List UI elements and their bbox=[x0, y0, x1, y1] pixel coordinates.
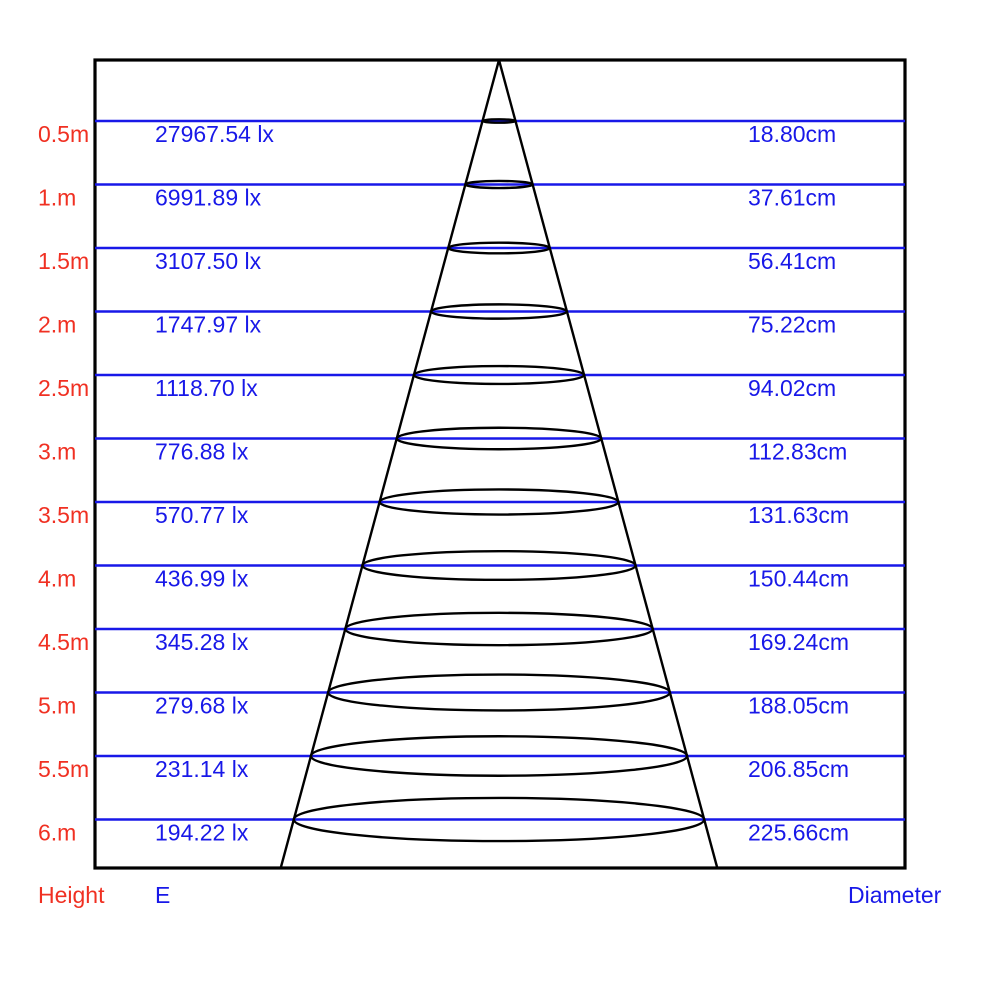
axis-caption-illuminance: E bbox=[155, 882, 170, 908]
illuminance-label: 570.77 lx bbox=[155, 502, 249, 528]
illuminance-label: 3107.50 lx bbox=[155, 248, 262, 274]
diameter-labels-column: 18.80cm 37.61cm 56.41cm 75.22cm 94.02cm 112.8… bbox=[748, 121, 849, 846]
beam-ellipse bbox=[309, 735, 689, 777]
height-label: 2.5m bbox=[38, 375, 89, 401]
cone-edge-left bbox=[279, 59, 501, 869]
axis-caption-diameter: Diameter bbox=[848, 882, 942, 908]
illuminance-label: 6991.89 lx bbox=[155, 185, 262, 211]
illuminance-label: 776.88 lx bbox=[155, 439, 249, 465]
illuminance-label: 279.68 lx bbox=[155, 693, 249, 719]
beam-ellipse bbox=[326, 673, 672, 712]
diameter-label: 112.83cm bbox=[748, 439, 847, 465]
height-label: 1.m bbox=[38, 185, 76, 211]
height-label: 3.m bbox=[38, 439, 76, 465]
height-labels-column: 0.5m 1.m 1.5m 2.m 2.5m 3.m 3.5m 4.m 4.5m 5.m 5.5m 6… bbox=[38, 121, 89, 846]
diameter-label: 169.24cm bbox=[748, 629, 849, 655]
beam-ellipse bbox=[344, 611, 654, 647]
illuminance-label: 436.99 lx bbox=[155, 566, 249, 592]
illuminance-label: 27967.54 lx bbox=[155, 121, 274, 147]
illuminance-label: 231.14 lx bbox=[155, 756, 249, 782]
height-label: 6.m bbox=[38, 820, 76, 846]
diameter-label: 225.66cm bbox=[748, 820, 849, 846]
illuminance-label: 194.22 lx bbox=[155, 820, 249, 846]
beam-ellipse bbox=[395, 426, 603, 451]
height-label: 4.m bbox=[38, 566, 76, 592]
illuminance-label: 1118.70 lx bbox=[155, 375, 258, 401]
beam-ellipse bbox=[292, 796, 706, 843]
beam-ellipse bbox=[464, 179, 534, 190]
beam-ellipse bbox=[481, 118, 517, 124]
height-label: 5.5m bbox=[38, 756, 89, 782]
diameter-label: 18.80cm bbox=[748, 121, 836, 147]
beam-ellipse bbox=[361, 549, 637, 582]
height-label: 5.m bbox=[38, 693, 76, 719]
height-label: 4.5m bbox=[38, 629, 89, 655]
diameter-label: 206.85cm bbox=[748, 756, 849, 782]
diameter-label: 94.02cm bbox=[748, 375, 836, 401]
height-label: 0.5m bbox=[38, 121, 89, 147]
cone-edge-right bbox=[497, 59, 719, 869]
beam-ellipse bbox=[447, 241, 551, 255]
diameter-label: 150.44cm bbox=[748, 566, 849, 592]
diameter-label: 131.63cm bbox=[748, 502, 849, 528]
light-cone bbox=[279, 59, 719, 869]
illuminance-label: 345.28 lx bbox=[155, 629, 249, 655]
illuminance-labels-column: 27967.54 lx 6991.89 lx 3107.50 lx 1747.97 l… bbox=[155, 121, 274, 846]
diameter-label: 188.05cm bbox=[748, 693, 849, 719]
diameter-label: 75.22cm bbox=[748, 312, 836, 338]
beam-ellipse bbox=[378, 488, 620, 516]
height-label: 2.m bbox=[38, 312, 76, 338]
height-label: 3.5m bbox=[38, 502, 89, 528]
beam-ellipse bbox=[412, 364, 586, 386]
beam-ellipse bbox=[429, 303, 569, 320]
diameter-label: 56.41cm bbox=[748, 248, 836, 274]
axis-caption-height: Height bbox=[38, 882, 105, 908]
illuminance-label: 1747.97 lx bbox=[155, 312, 262, 338]
height-label: 1.5m bbox=[38, 248, 89, 274]
grid-lines bbox=[95, 119, 905, 821]
diameter-label: 37.61cm bbox=[748, 185, 836, 211]
